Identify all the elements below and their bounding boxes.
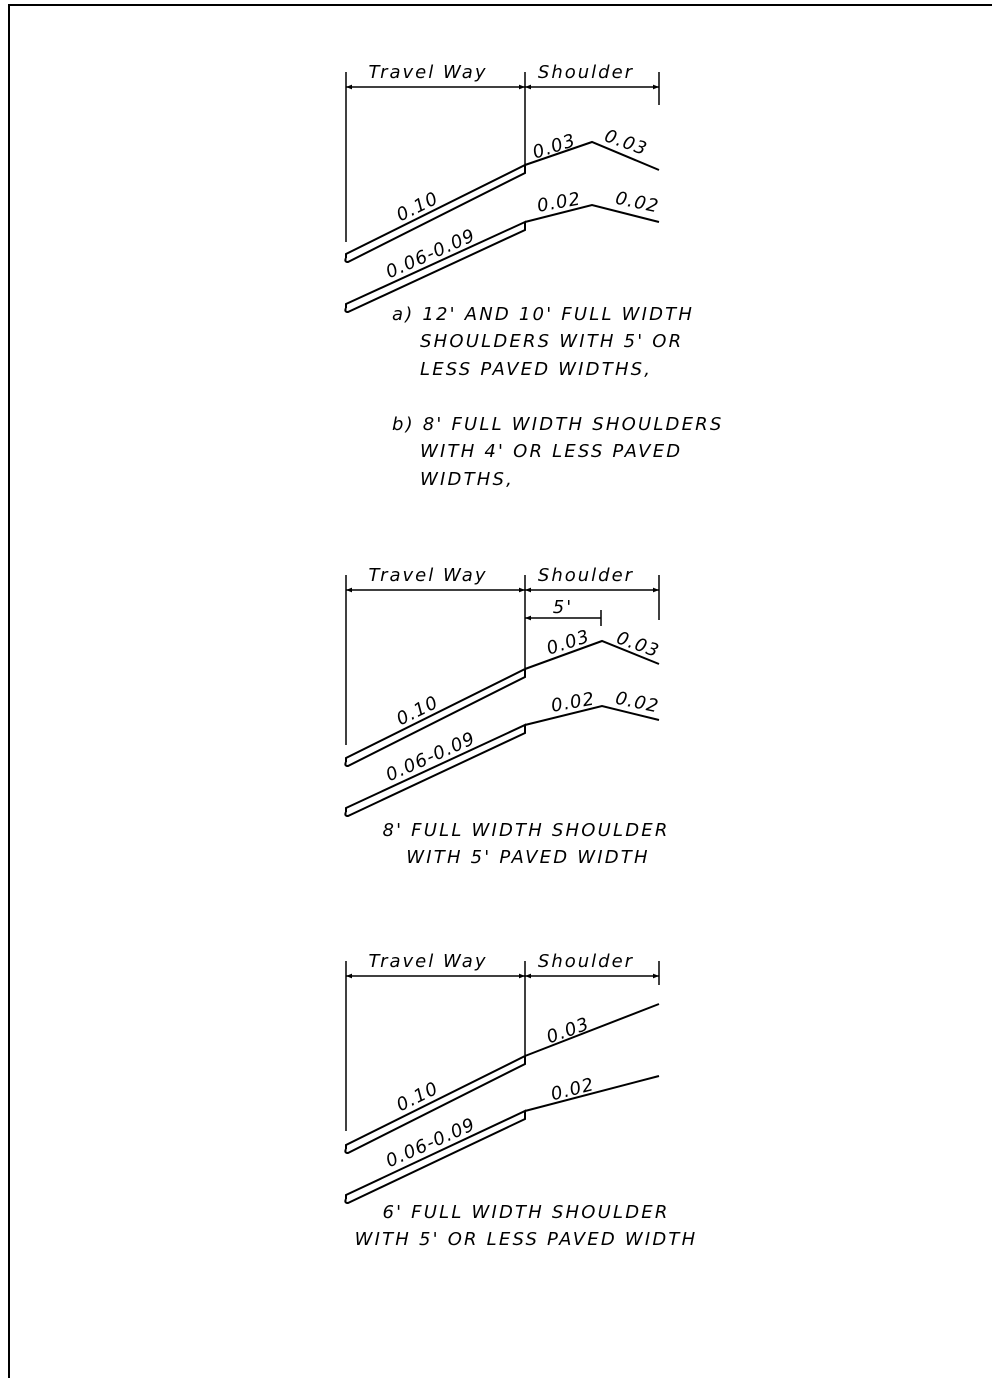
travel-way-upper-surface — [344, 1054, 526, 1155]
caption-line-3: LESS PAVED WIDTHS, — [420, 359, 652, 380]
travel-way-upper-surface — [344, 667, 526, 768]
slope-shoulder-lower: 0.02 — [549, 1074, 597, 1105]
caption-line-1: 6' FULL WIDTH SHOULDER — [382, 1202, 669, 1223]
shoulder-label: Shoulder — [538, 62, 634, 83]
detail-2: Travel Way Shoulder 5' 0.10 0.06-0.09 0.… — [344, 565, 669, 868]
travel-way-lower-surface — [344, 220, 526, 314]
caption-line-5: WITH 4' OR LESS PAVED — [420, 441, 682, 462]
detail-1: Travel Way Shoulder 0.10 0.06-0.09 0.03 … — [344, 62, 724, 490]
caption-line-6: WIDTHS, — [420, 469, 514, 490]
shoulder-label: Shoulder — [538, 565, 634, 586]
caption-line-1: 8' FULL WIDTH SHOULDER — [382, 820, 669, 841]
shoulder-upper-surface — [524, 639, 660, 670]
shoulder-label: Shoulder — [538, 951, 634, 972]
travel-way-label: Travel Way — [369, 565, 488, 586]
slope-shoulder-upper-out: 0.03 — [614, 627, 663, 662]
shoulder-upper-surface — [524, 1003, 660, 1057]
travel-way-lower-surface — [344, 723, 526, 818]
shoulder-lower-surface — [524, 203, 660, 223]
caption-line-4: b) 8' FULL WIDTH SHOULDERS — [392, 414, 724, 435]
caption-line-1: a) 12' AND 10' FULL WIDTH — [392, 304, 694, 325]
slope-shoulder-lower-in: 0.02 — [550, 688, 597, 716]
travel-way-upper-surface — [344, 163, 526, 264]
caption-line-2: WITH 5' OR LESS PAVED WIDTH — [355, 1229, 698, 1250]
travel-way-label: Travel Way — [369, 62, 488, 83]
shoulder-upper-surface — [524, 140, 660, 171]
slope-shoulder-upper-in: 0.03 — [530, 130, 578, 164]
slope-travel-upper: 0.10 — [393, 692, 442, 730]
travel-way-label: Travel Way — [369, 951, 488, 972]
slope-shoulder-lower-in: 0.02 — [536, 188, 583, 216]
sheet-border — [8, 4, 992, 1378]
slope-shoulder-lower-out: 0.02 — [613, 688, 660, 718]
shoulder-lower-surface — [524, 1075, 660, 1112]
slope-shoulder-upper-in: 0.03 — [544, 626, 592, 660]
shoulder-lower-surface — [524, 704, 660, 726]
caption-line-2: WITH 5' PAVED WIDTH — [406, 847, 649, 868]
travel-way-lower-surface — [344, 1109, 526, 1205]
slope-shoulder-upper: 0.03 — [544, 1013, 593, 1048]
slope-travel-upper: 0.10 — [393, 188, 442, 226]
detail-3: Travel Way Shoulder 0.10 0.06-0.09 0.03 … — [344, 951, 698, 1250]
paved-width-label: 5' — [553, 597, 573, 618]
caption-line-2: SHOULDERS WITH 5' OR — [420, 331, 683, 352]
slope-shoulder-upper-out: 0.03 — [602, 125, 651, 160]
